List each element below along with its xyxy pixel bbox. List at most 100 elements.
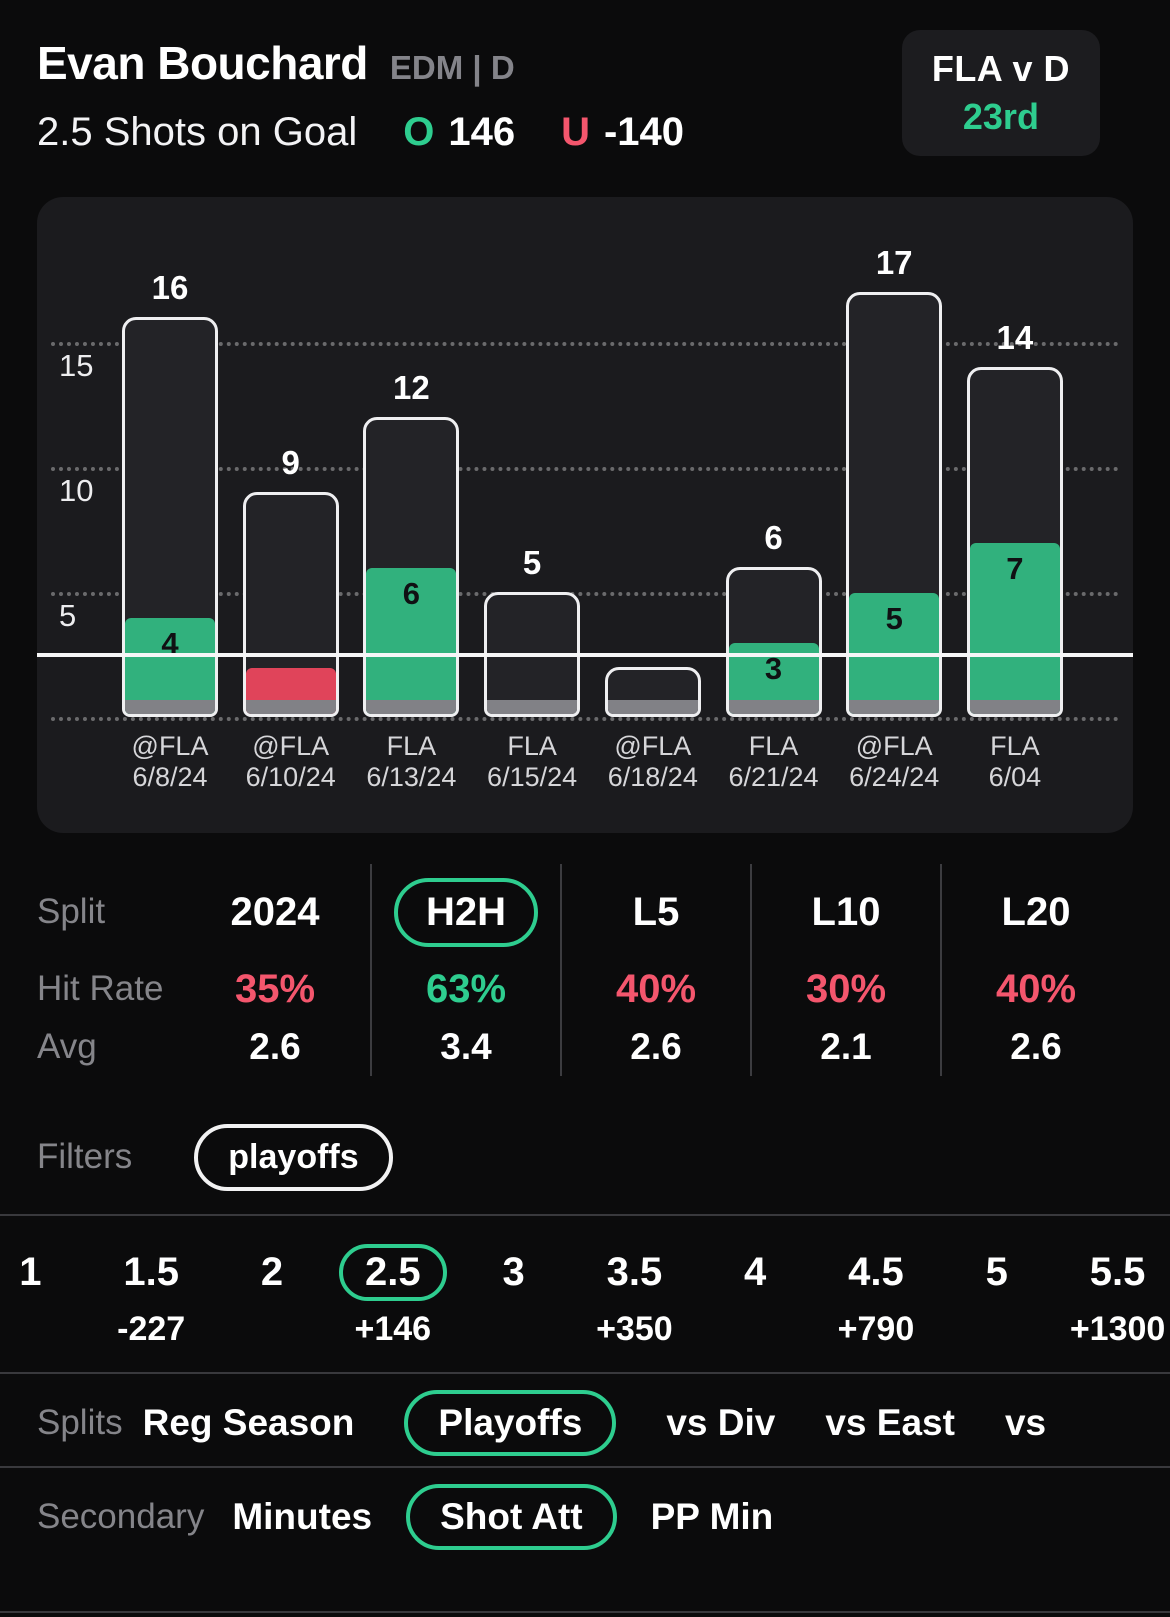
secondary-option-selected-pill[interactable]: Shot Att xyxy=(406,1484,617,1550)
filter-playoffs-pill[interactable]: playoffs xyxy=(194,1123,393,1191)
gridline xyxy=(51,467,1119,471)
bar-base-segment xyxy=(366,700,457,714)
under-indicator: U xyxy=(561,110,590,154)
alt-line-odds xyxy=(212,1310,333,1349)
game-bar-shots-on-goal xyxy=(125,618,215,714)
shot-attempts-value-label: 12 xyxy=(393,369,430,406)
filters-label: Filters xyxy=(37,1137,133,1176)
secondary-option-shot-att[interactable]: Shot Att xyxy=(406,1484,617,1550)
alt-line-odds: +790 xyxy=(837,1310,915,1348)
alt-line-odds: +1300 xyxy=(1069,1310,1166,1348)
hit-rate-l5: 40% xyxy=(560,960,750,1018)
game-date-label: 6/04 xyxy=(988,762,1042,792)
x-axis-game-label: FLA 6/13/24 xyxy=(341,731,481,793)
game-bar-attempts[interactable]: 3 xyxy=(725,567,822,717)
alt-line-5.5[interactable]: 5.5 +1300 xyxy=(1057,1240,1170,1349)
hit-rate-row-label: Hit Rate xyxy=(37,969,164,1008)
under-odds-button[interactable]: U -140 xyxy=(561,110,684,155)
x-axis-game-label: @FLA 6/10/24 xyxy=(221,731,361,793)
selected-alt-line-pill[interactable]: 2.5 xyxy=(338,1243,447,1301)
shots-on-goal-value-label: 3 xyxy=(764,651,783,686)
alt-line-odds: +350 xyxy=(596,1310,673,1348)
splits-option-selected-pill[interactable]: Playoffs xyxy=(404,1390,617,1456)
hit-rate-2024: 35% xyxy=(234,966,316,1011)
prop-label: 2.5 Shots on Goal xyxy=(37,110,358,154)
filters-row: Filters playoffs xyxy=(37,1122,393,1192)
game-bar-attempts[interactable]: 7 xyxy=(966,367,1063,717)
alt-line-value: 1 xyxy=(19,1249,42,1294)
alt-line-4.5[interactable]: 4.5 +790 xyxy=(816,1240,937,1349)
shot-attempts-value-label: 6 xyxy=(764,519,783,556)
secondary-option-pp-min[interactable]: PP Min xyxy=(650,1496,774,1537)
game-bar-shots-on-goal xyxy=(366,568,457,714)
avg-row-label: Avg xyxy=(37,1027,97,1066)
splits-stats-table: Split 2024 H2H L5 L10 L20 Hit Rate 35% 63% 40%… xyxy=(0,864,1170,1076)
over-odds-value: 146 xyxy=(448,110,516,154)
split-tab-l20[interactable]: L20 xyxy=(940,864,1130,960)
alt-line-2[interactable]: 2 xyxy=(212,1240,333,1349)
hit-rate-l10: 30% xyxy=(750,960,940,1018)
section-divider xyxy=(0,1466,1170,1468)
shot-attempts-value-label: 9 xyxy=(281,444,300,481)
secondary-option-minutes[interactable]: Minutes xyxy=(232,1496,373,1537)
alt-line-3.5[interactable]: 3.5 +350 xyxy=(574,1240,695,1349)
game-bar-attempts[interactable]: 4 xyxy=(122,317,218,717)
splits-option-vs-div[interactable]: vs Div xyxy=(666,1402,776,1443)
alt-line-2.5[interactable]: 2.5 +146 xyxy=(332,1240,453,1349)
bar-base-segment xyxy=(125,700,215,714)
shot-attempts-value-label: 17 xyxy=(875,244,913,281)
gridline xyxy=(51,342,1119,346)
chart-plot-area: 5 10 15 4 16 @FLA 6/8/24 9 @FLA 6/10/24 6 12 FLA 6/13… xyxy=(37,197,1133,833)
matchup-defense-rank: 23rd xyxy=(962,96,1039,137)
x-axis-game-label: @FLA 6/24/24 xyxy=(824,731,964,793)
split-tab-l10[interactable]: L10 xyxy=(750,864,940,960)
shot-attempts-value-label: 14 xyxy=(996,319,1034,356)
splits-option-vs-east[interactable]: vs East xyxy=(825,1402,955,1443)
shots-on-goal-value-label: 4 xyxy=(161,626,179,661)
split-row-label: Split xyxy=(37,892,106,931)
game-bar-attempts[interactable]: 6 xyxy=(363,417,460,717)
selected-split-pill[interactable]: H2H xyxy=(393,877,539,947)
alt-line-value: 5 xyxy=(985,1249,1008,1294)
game-date-label: 6/15/24 xyxy=(487,762,578,792)
y-axis-tick-label: 15 xyxy=(59,348,94,383)
prop-line xyxy=(37,652,1133,657)
opponent-label: @FLA xyxy=(131,731,209,761)
section-divider xyxy=(0,1214,1170,1216)
alt-line-5[interactable]: 5 xyxy=(936,1240,1057,1349)
alt-line-value: 3 xyxy=(502,1249,525,1294)
shot-attempts-value-label: 5 xyxy=(522,544,542,581)
game-bar-attempts[interactable] xyxy=(604,667,701,717)
alt-line-1[interactable]: 1 xyxy=(0,1240,91,1349)
alt-line-odds xyxy=(0,1310,91,1349)
game-date-label: 6/21/24 xyxy=(728,762,819,792)
alt-line-odds xyxy=(453,1310,574,1349)
game-bar-attempts[interactable]: 5 xyxy=(846,292,943,717)
alt-line-4[interactable]: 4 xyxy=(695,1240,816,1349)
alt-line-value: 1.5 xyxy=(123,1249,179,1294)
split-tab-2024[interactable]: 2024 xyxy=(230,889,320,934)
splits-option-vs[interactable]: vs xyxy=(1004,1402,1047,1443)
split-tab-h2h[interactable]: H2H xyxy=(370,864,560,960)
alt-line-1.5[interactable]: 1.5 -227 xyxy=(91,1240,212,1349)
alt-line-value: 4.5 xyxy=(848,1249,904,1294)
alt-line-3[interactable]: 3 xyxy=(453,1240,574,1349)
splits-option-reg-season[interactable]: Reg Season xyxy=(142,1402,355,1443)
bar-base-segment xyxy=(245,700,336,714)
x-axis-game-label: @FLA 6/8/24 xyxy=(100,731,240,793)
matchup-rank-card[interactable]: FLA v D 23rd xyxy=(901,30,1100,156)
section-divider xyxy=(0,1611,1170,1613)
bar-base-segment xyxy=(487,700,578,714)
splits-selector-row: Splits Reg Season Playoffs vs Div vs East vs xyxy=(37,1378,1046,1468)
gridline xyxy=(51,592,1119,596)
splits-option-playoffs[interactable]: Playoffs xyxy=(404,1390,617,1456)
split-tab-l5[interactable]: L5 xyxy=(560,864,750,960)
avg-l10: 2.1 xyxy=(750,1018,940,1076)
bar-base-segment xyxy=(969,700,1060,714)
alt-line-value: 2.5 xyxy=(332,1240,453,1304)
avg-l20: 2.6 xyxy=(940,1018,1130,1076)
over-odds-button[interactable]: O 146 xyxy=(403,110,515,155)
shot-attempts-value-label: 16 xyxy=(151,269,189,306)
shots-on-goal-value-label: 6 xyxy=(402,576,421,611)
game-bar-attempts[interactable] xyxy=(242,492,339,717)
